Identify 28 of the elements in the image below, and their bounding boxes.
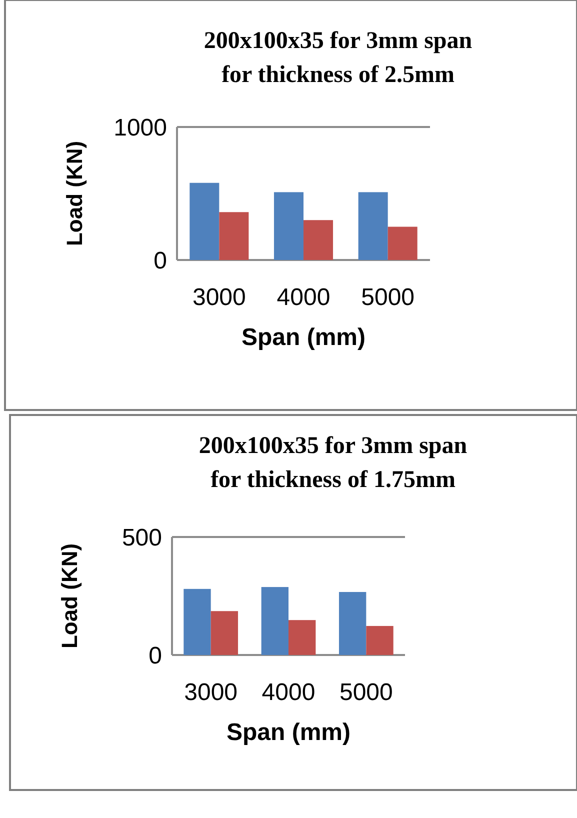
y-axis-title: Load (KN): [57, 543, 82, 649]
y-axis-title: Load (KN): [62, 140, 87, 246]
x-tick-label: 5000: [361, 284, 415, 311]
bar: [366, 626, 394, 655]
bar: [358, 192, 388, 260]
x-tick-label: 4000: [276, 284, 330, 311]
y-tick-label: 1000: [114, 114, 167, 142]
x-tick-label: 3000: [184, 679, 238, 706]
bar: [338, 592, 366, 655]
bar: [388, 226, 418, 260]
x-tick-label: 4000: [262, 679, 316, 706]
chart-title: 200x100x35 for 3mm span for thickness of 1.75mm: [198, 433, 468, 493]
bar: [190, 182, 220, 260]
y-tick-label: 0: [154, 247, 167, 274]
y-tick-label: 0: [148, 642, 162, 670]
bar: [288, 620, 316, 655]
bar: [304, 220, 334, 260]
chart-title: 200x100x35 for 3mm span for thickness of 2.5mm: [204, 28, 472, 88]
bar: [184, 588, 211, 655]
x-axis-title: Span (mm): [226, 719, 351, 746]
y-tick-label: 500: [122, 524, 162, 552]
bar: [210, 611, 238, 655]
bar: [274, 192, 304, 260]
x-tick-label: 5000: [339, 679, 393, 706]
x-tick-label: 3000: [192, 284, 246, 311]
x-axis-title: Span (mm): [241, 324, 366, 351]
bar: [261, 587, 288, 655]
bar: [219, 212, 249, 260]
